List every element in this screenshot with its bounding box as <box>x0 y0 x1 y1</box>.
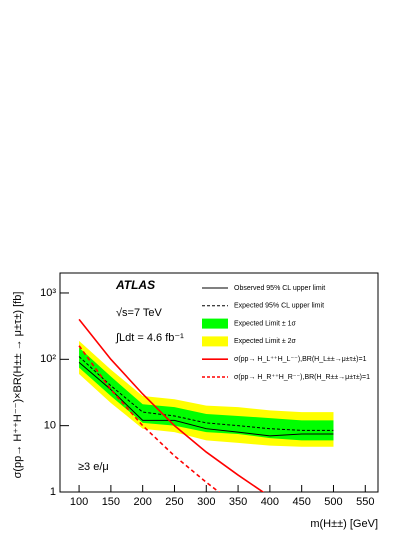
x-tick-label: 500 <box>324 496 342 508</box>
x-tick-label: 150 <box>102 496 120 508</box>
plot-area <box>78 318 334 492</box>
y-tick-label: 10 <box>44 420 56 432</box>
x-tick-label: 550 <box>356 496 374 508</box>
legend-label: Observed 95% CL upper limit <box>234 285 325 292</box>
band <box>79 347 334 441</box>
y-tick-label: 1 <box>50 486 56 498</box>
x-tick-label: 450 <box>293 496 311 508</box>
x-tick-label: 350 <box>229 496 247 508</box>
legend-swatch <box>202 318 228 329</box>
selection-label: ≥3 e/μ <box>78 461 109 473</box>
series-line <box>78 345 221 492</box>
series-line <box>78 361 334 437</box>
atlas-label: ATLAS <box>115 278 155 292</box>
legend-label: Expected Limit ± 2σ <box>234 338 297 345</box>
x-tick-label: 200 <box>134 496 152 508</box>
legend-label: Expected 95% CL upper limit <box>234 303 324 310</box>
x-tick-label: 250 <box>165 496 183 508</box>
legend-label: σ(pp→ H_L⁺⁺H_L⁻⁻),BR(H_L±±→μ±τ±)=1 <box>234 356 367 363</box>
lumi-label: ∫Ldt = 4.6 fb⁻¹ <box>115 332 184 344</box>
legend-swatch <box>202 336 228 347</box>
x-tick-label: 100 <box>70 496 88 508</box>
legend-label: Expected Limit ± 1σ <box>234 320 297 327</box>
x-tick-label: 300 <box>197 496 215 508</box>
y-axis-label: σ(pp→ H⁺⁺H⁻⁻)×BR(H±± → μ±τ±) [fb] <box>12 292 24 479</box>
series-line <box>78 356 334 431</box>
x-tick-label: 400 <box>261 496 279 508</box>
legend-label: σ(pp→ H_R⁺⁺H_R⁻⁻),BR(H_R±±→μ±τ±)=1 <box>234 374 370 381</box>
series-line <box>78 318 265 492</box>
x-axis-label: m(H±±) [GeV] <box>310 518 378 530</box>
y-tick-label: 10² <box>40 353 56 365</box>
energy-label: √s=7 TeV <box>116 307 163 319</box>
y-tick-label: 10³ <box>40 287 56 299</box>
